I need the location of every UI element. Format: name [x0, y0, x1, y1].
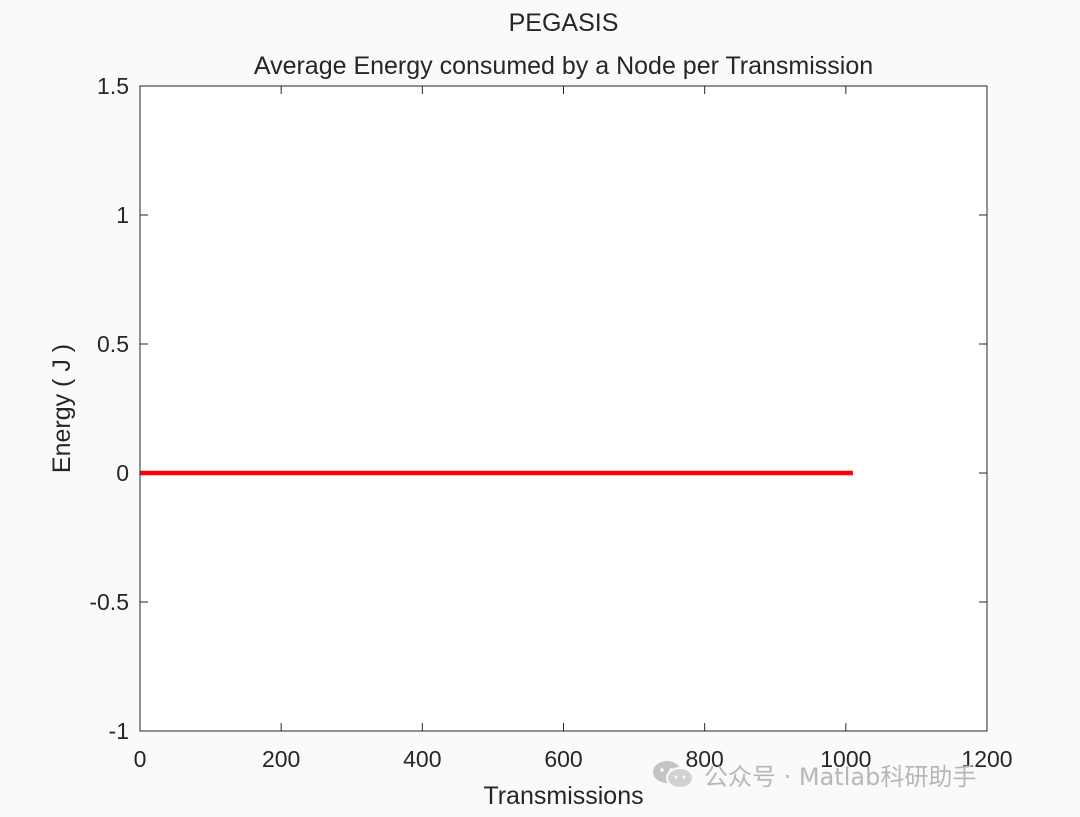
x-tick-label: 200 [262, 746, 300, 772]
y-tick-label: -0.5 [89, 589, 129, 615]
chart-subtitle: Average Energy consumed by a Node per Tr… [254, 52, 873, 80]
x-axis-label: Transmissions [483, 782, 643, 810]
x-tick-label: 800 [685, 746, 723, 772]
plot-area [140, 86, 987, 731]
x-tick-label: 600 [544, 746, 582, 772]
x-tick-label: 400 [403, 746, 441, 772]
axes-box [139, 85, 988, 732]
chart-title: PEGASIS [509, 9, 619, 37]
x-tick-label: 1000 [820, 746, 871, 772]
y-tick-label: 0.5 [97, 331, 129, 357]
x-tick-label: 0 [134, 746, 147, 772]
ticks-layer: 0 200 400 600 800 1000 1200 -1 -0.5 0 0.5 1 1.5 [89, 73, 1012, 772]
y-tick-label: 1 [116, 202, 129, 228]
y-tick-label: -1 [109, 718, 129, 744]
y-tick-label: 0 [116, 460, 129, 486]
x-tick-label: 1200 [961, 746, 1012, 772]
y-tick-label: 1.5 [97, 73, 129, 99]
y-axis-label: Energy ( J ) [48, 344, 76, 473]
